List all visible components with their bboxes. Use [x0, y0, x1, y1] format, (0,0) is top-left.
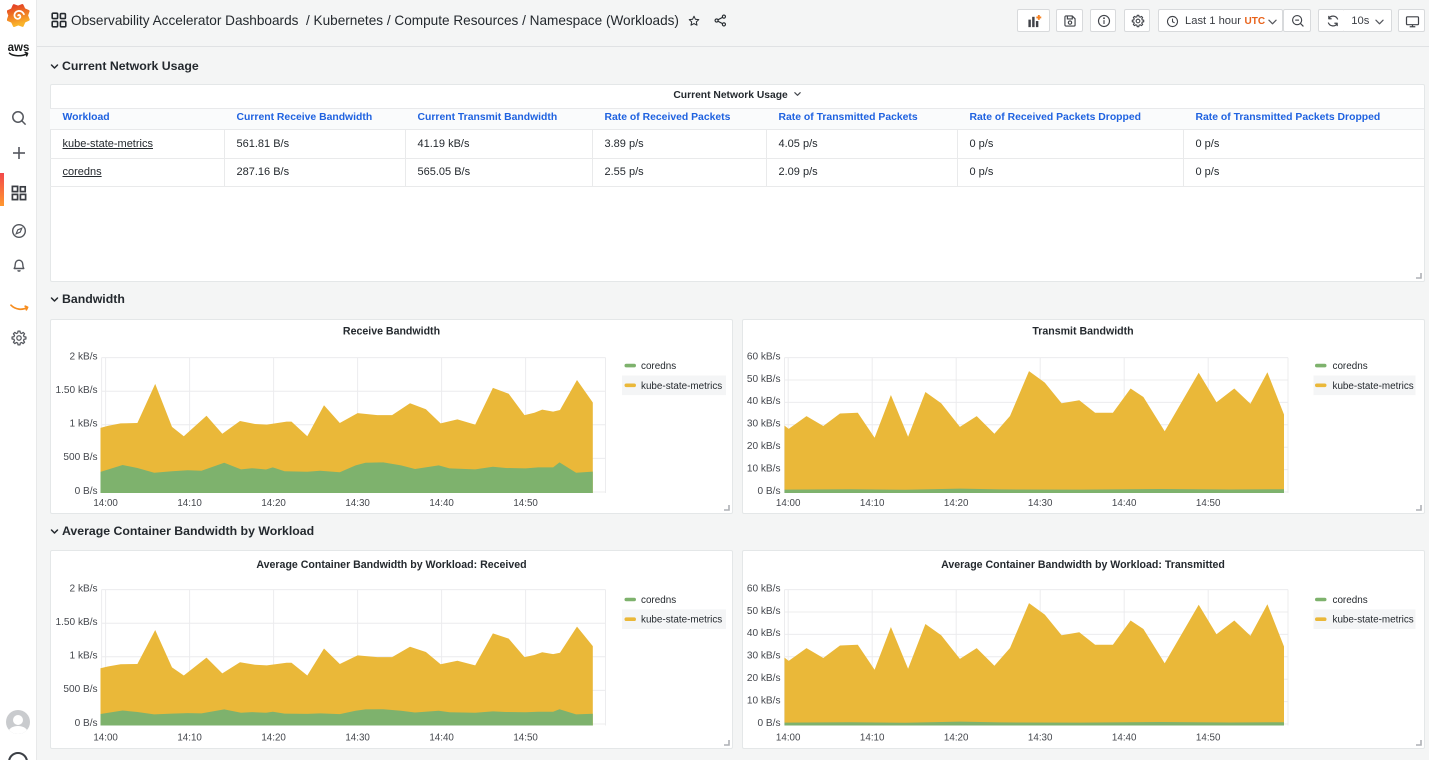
svg-text:Average Container Bandwidth by: Average Container Bandwidth by Workload:…: [941, 559, 1225, 571]
svg-text:aws: aws: [8, 42, 29, 54]
svg-text:14:40: 14:40: [429, 498, 454, 509]
svg-text:14:50: 14:50: [1196, 498, 1221, 509]
svg-text:14:50: 14:50: [513, 733, 538, 744]
svg-text:0 B/s: 0 B/s: [757, 718, 780, 729]
svg-text:10 kB/s: 10 kB/s: [747, 463, 781, 474]
svg-text:14:30: 14:30: [345, 733, 370, 744]
svg-text:14:50: 14:50: [1196, 733, 1221, 744]
svg-text:0 B/s: 0 B/s: [75, 718, 98, 729]
svg-text:14:30: 14:30: [1028, 733, 1053, 744]
svg-text:kube-state-metrics: kube-state-metrics: [1333, 381, 1414, 392]
svg-text:14:20: 14:20: [261, 498, 286, 509]
svg-text:14:40: 14:40: [1112, 498, 1137, 509]
svg-text:2 kB/s: 2 kB/s: [70, 583, 98, 594]
svg-text:0 B/s: 0 B/s: [75, 486, 98, 497]
svg-text:14:20: 14:20: [944, 498, 969, 509]
svg-text:50 kB/s: 50 kB/s: [747, 374, 781, 385]
svg-text:500 B/s: 500 B/s: [63, 684, 97, 695]
svg-text:14:10: 14:10: [860, 498, 885, 509]
svg-text:Receive Bandwidth: Receive Bandwidth: [343, 326, 440, 338]
svg-text:kube-state-metrics: kube-state-metrics: [1333, 615, 1414, 626]
svg-text:500 B/s: 500 B/s: [63, 452, 97, 463]
svg-text:14:00: 14:00: [776, 498, 801, 509]
svg-text:14:00: 14:00: [93, 498, 118, 509]
svg-text:kube-state-metrics: kube-state-metrics: [641, 615, 722, 626]
svg-text:1 kB/s: 1 kB/s: [70, 651, 98, 662]
svg-text:40 kB/s: 40 kB/s: [747, 396, 781, 407]
svg-text:14:40: 14:40: [1112, 733, 1137, 744]
svg-text:14:20: 14:20: [261, 733, 286, 744]
svg-text:14:40: 14:40: [429, 733, 454, 744]
svg-text:Average Container Bandwidth by: Average Container Bandwidth by Workload:…: [256, 559, 526, 571]
svg-text:60 kB/s: 60 kB/s: [747, 583, 781, 594]
svg-text:14:30: 14:30: [1028, 498, 1053, 509]
svg-text:Transmit Bandwidth: Transmit Bandwidth: [1032, 326, 1133, 338]
svg-text:40 kB/s: 40 kB/s: [747, 628, 781, 639]
svg-text:20 kB/s: 20 kB/s: [747, 673, 781, 684]
svg-text:coredns: coredns: [1333, 361, 1368, 372]
svg-text:0 B/s: 0 B/s: [757, 486, 780, 497]
svg-text:14:50: 14:50: [513, 498, 538, 509]
svg-text:2 kB/s: 2 kB/s: [70, 351, 98, 362]
svg-text:coredns: coredns: [1333, 595, 1368, 606]
svg-text:kube-state-metrics: kube-state-metrics: [641, 381, 722, 392]
svg-text:14:00: 14:00: [776, 733, 801, 744]
svg-text:14:10: 14:10: [860, 733, 885, 744]
svg-text:50 kB/s: 50 kB/s: [747, 606, 781, 617]
svg-text:14:10: 14:10: [177, 733, 202, 744]
svg-text:60 kB/s: 60 kB/s: [747, 351, 781, 362]
svg-text:30 kB/s: 30 kB/s: [747, 651, 781, 662]
svg-text:1.50 kB/s: 1.50 kB/s: [56, 385, 98, 396]
svg-text:coredns: coredns: [641, 361, 676, 372]
svg-text:1.50 kB/s: 1.50 kB/s: [56, 617, 98, 628]
svg-text:30 kB/s: 30 kB/s: [747, 419, 781, 430]
svg-text:14:30: 14:30: [345, 498, 370, 509]
svg-text:14:20: 14:20: [944, 733, 969, 744]
svg-text:1 kB/s: 1 kB/s: [70, 419, 98, 430]
svg-text:14:00: 14:00: [93, 733, 118, 744]
svg-text:14:10: 14:10: [177, 498, 202, 509]
svg-text:20 kB/s: 20 kB/s: [747, 441, 781, 452]
svg-text:coredns: coredns: [641, 595, 676, 606]
svg-text:10 kB/s: 10 kB/s: [747, 695, 781, 706]
